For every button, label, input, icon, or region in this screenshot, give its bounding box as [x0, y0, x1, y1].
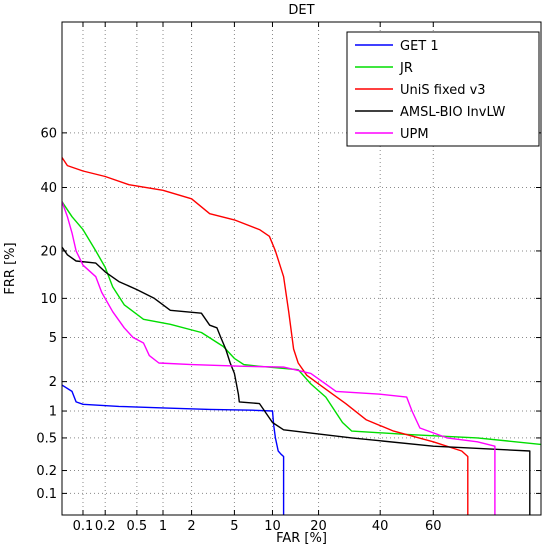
chart-title: DET	[288, 3, 314, 18]
plot-area-frame	[61, 21, 542, 516]
series-line-unis-fixed-v3	[62, 157, 469, 515]
series-line-get-1	[62, 384, 285, 515]
series-line-amsl-bio-invlw	[62, 246, 531, 515]
y-axis-label: FRR [%]	[3, 242, 18, 294]
x-tick-label: 60	[425, 519, 442, 534]
x-tick-label: 0.5	[127, 519, 148, 534]
y-tick-label: 60	[40, 126, 57, 141]
x-tick-label: 5	[230, 519, 238, 534]
series-lines	[62, 157, 541, 515]
y-tick-label: 2	[49, 375, 57, 390]
legend-label-jr: JR	[399, 61, 413, 76]
axis-ticks	[62, 22, 541, 515]
legend-label-get-1: GET 1	[400, 39, 439, 54]
legend-label-unis-fixed-v3: UniS fixed v3	[400, 83, 486, 98]
legend-label-upm: UPM	[400, 127, 429, 142]
y-tick-label: 5	[49, 331, 57, 346]
x-tick-label: 0.1	[73, 519, 94, 534]
y-tick-label: 0.5	[36, 431, 57, 446]
y-tick-label: 0.2	[36, 464, 57, 479]
x-tick-label: 20	[310, 519, 327, 534]
y-tick-label: 40	[40, 181, 57, 196]
legend-label-amsl-bio-invlw: AMSL-BIO InvLW	[400, 105, 506, 120]
legend: GET 1 JR UniS fixed v3 AMSL-BIO InvLW UPM	[346, 31, 540, 147]
x-axis-label: FAR [%]	[276, 531, 327, 546]
x-tick-label: 2	[187, 519, 195, 534]
y-tick-label: 20	[40, 244, 57, 259]
y-tick-label: 10	[40, 292, 57, 307]
x-tick-label: 10	[264, 519, 281, 534]
x-tick-label: 1	[159, 519, 167, 534]
series-line-jr	[62, 201, 541, 446]
y-tick-label: 1	[49, 405, 57, 420]
x-tick-label: 40	[372, 519, 389, 534]
x-tick-label: 0.2	[95, 519, 116, 534]
series-line-upm	[62, 201, 496, 515]
y-tick-label: 0.1	[36, 487, 57, 502]
